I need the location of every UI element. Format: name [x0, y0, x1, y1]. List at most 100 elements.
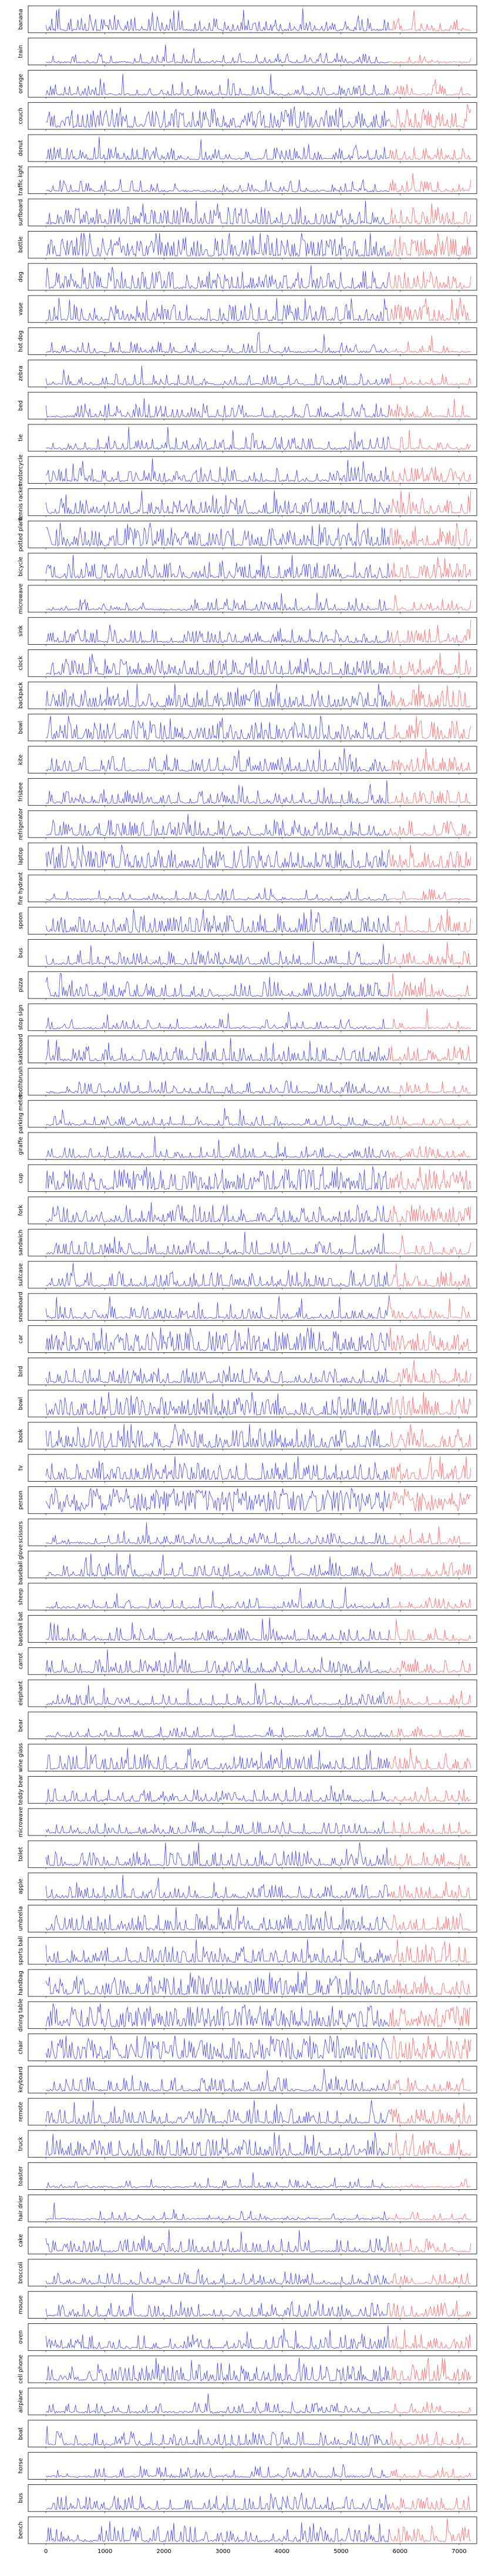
- panel: cup: [18, 1164, 477, 1194]
- series-line-train: [45, 366, 390, 386]
- panel: sports ball: [18, 1936, 477, 1966]
- panel-frame: [28, 327, 477, 355]
- panel-label: laptop: [18, 847, 24, 865]
- panel-label: surfboard: [18, 199, 24, 226]
- series-line-train: [45, 8, 390, 32]
- panel-frame: [28, 1325, 477, 1353]
- series-line-test: [389, 1747, 471, 1770]
- x-tick-label: 0: [44, 2548, 48, 2555]
- series-line-test: [389, 1327, 471, 1351]
- panel-frame: [28, 2355, 477, 2383]
- panel-label: microwave: [18, 1807, 24, 1837]
- series-line-train: [45, 1423, 390, 1448]
- panel-label: dining table: [18, 1998, 24, 2032]
- panel-frame: [28, 713, 477, 742]
- panel: carrot: [18, 1647, 477, 1676]
- series-line-test: [389, 942, 471, 965]
- panel-label: banana: [18, 9, 24, 30]
- panel-label: fire hydrant: [18, 872, 24, 905]
- series-line-train: [45, 2100, 390, 2124]
- series-line-test: [389, 1166, 471, 1191]
- series-line-test: [389, 1295, 471, 1319]
- panel-frame: [28, 2001, 477, 2029]
- series-line-train: [45, 1456, 390, 1480]
- series-line-test: [389, 1046, 471, 1062]
- panel-label: donut: [18, 140, 24, 156]
- series-line-train: [45, 2268, 390, 2285]
- panel-label: airplane: [18, 2390, 24, 2413]
- series-line-train: [45, 845, 390, 869]
- panel: banana: [18, 5, 477, 35]
- panel: dining table: [18, 1998, 477, 2032]
- series-line-test: [389, 909, 471, 933]
- panel: bed: [18, 391, 477, 421]
- panel-label: apple: [18, 1878, 24, 1894]
- panel-frame: [28, 520, 477, 548]
- panel-frame: [28, 810, 477, 838]
- panel-label: bus: [18, 2493, 24, 2503]
- panel: boat: [18, 2420, 477, 2449]
- panel-frame: [28, 2420, 477, 2448]
- panel-frame: [28, 1068, 477, 1096]
- series-line-test: [389, 1008, 471, 1030]
- series-line-test: [389, 373, 471, 386]
- series-line-train: [45, 2229, 390, 2253]
- panel-frame: [28, 199, 477, 226]
- panel-label: horse: [18, 2458, 24, 2474]
- panel-frame: [28, 2130, 477, 2158]
- panel-label: refrigerator: [18, 808, 24, 840]
- panel-frame: [28, 585, 477, 613]
- panel: bear: [18, 1711, 477, 1741]
- panel-frame: [28, 2259, 477, 2287]
- series-line-test: [389, 2300, 471, 2317]
- panel: tv: [18, 1454, 477, 1483]
- panel-label: oven: [18, 2330, 24, 2344]
- panel-label: handbag: [18, 1971, 24, 1995]
- panel: horse: [18, 2452, 477, 2481]
- series-line-test: [389, 2179, 471, 2189]
- panel-frame: [28, 2516, 477, 2544]
- series-line-train: [45, 2172, 389, 2189]
- panel-label: mouse: [18, 2296, 24, 2314]
- series-line-train: [46, 813, 389, 837]
- panel: scissors: [18, 1518, 477, 1547]
- series-line-test: [389, 1726, 471, 1738]
- panel: clock: [18, 649, 477, 678]
- panel-label: person: [18, 1490, 24, 1510]
- series-line-test: [389, 1081, 471, 1094]
- series-line-train: [45, 1821, 390, 1834]
- panel-frame: [28, 2323, 477, 2351]
- panel-frame: [28, 488, 477, 516]
- panel: zebra: [18, 360, 477, 388]
- series-line-train: [45, 1649, 389, 1674]
- panel-frame: [28, 842, 477, 870]
- series-line-train: [45, 398, 390, 418]
- panel-label: motorcycle: [18, 454, 24, 485]
- panel: mouse: [18, 2291, 477, 2320]
- panel: motorcycle: [18, 454, 477, 485]
- panel-label: spoon: [18, 912, 24, 929]
- series-line-test: [389, 1562, 471, 1577]
- series-line-test: [389, 522, 471, 547]
- series-line-test: [389, 2035, 471, 2059]
- panel-frame: [28, 1937, 477, 1965]
- series-line-test: [389, 173, 471, 193]
- series-line-train: [45, 654, 390, 676]
- panel: train: [18, 38, 477, 67]
- series-line-test: [389, 820, 471, 836]
- panel-label: bowl: [18, 1397, 24, 1410]
- series-line-train: [45, 2132, 390, 2156]
- panel-frame: [28, 1679, 477, 1707]
- panel: couch: [18, 102, 477, 131]
- x-tick-label: 6000: [393, 2548, 407, 2555]
- panel-frame: [28, 134, 477, 162]
- series-line-test: [389, 557, 471, 578]
- panel-label: wine glass: [18, 1743, 24, 1773]
- series-line-test: [389, 1913, 471, 1931]
- panel-label: potted plant: [18, 517, 24, 552]
- series-line-train: [46, 179, 389, 193]
- series-line-train: [45, 1842, 389, 1867]
- panel-frame: [28, 424, 477, 452]
- panel: bowl: [18, 1389, 477, 1419]
